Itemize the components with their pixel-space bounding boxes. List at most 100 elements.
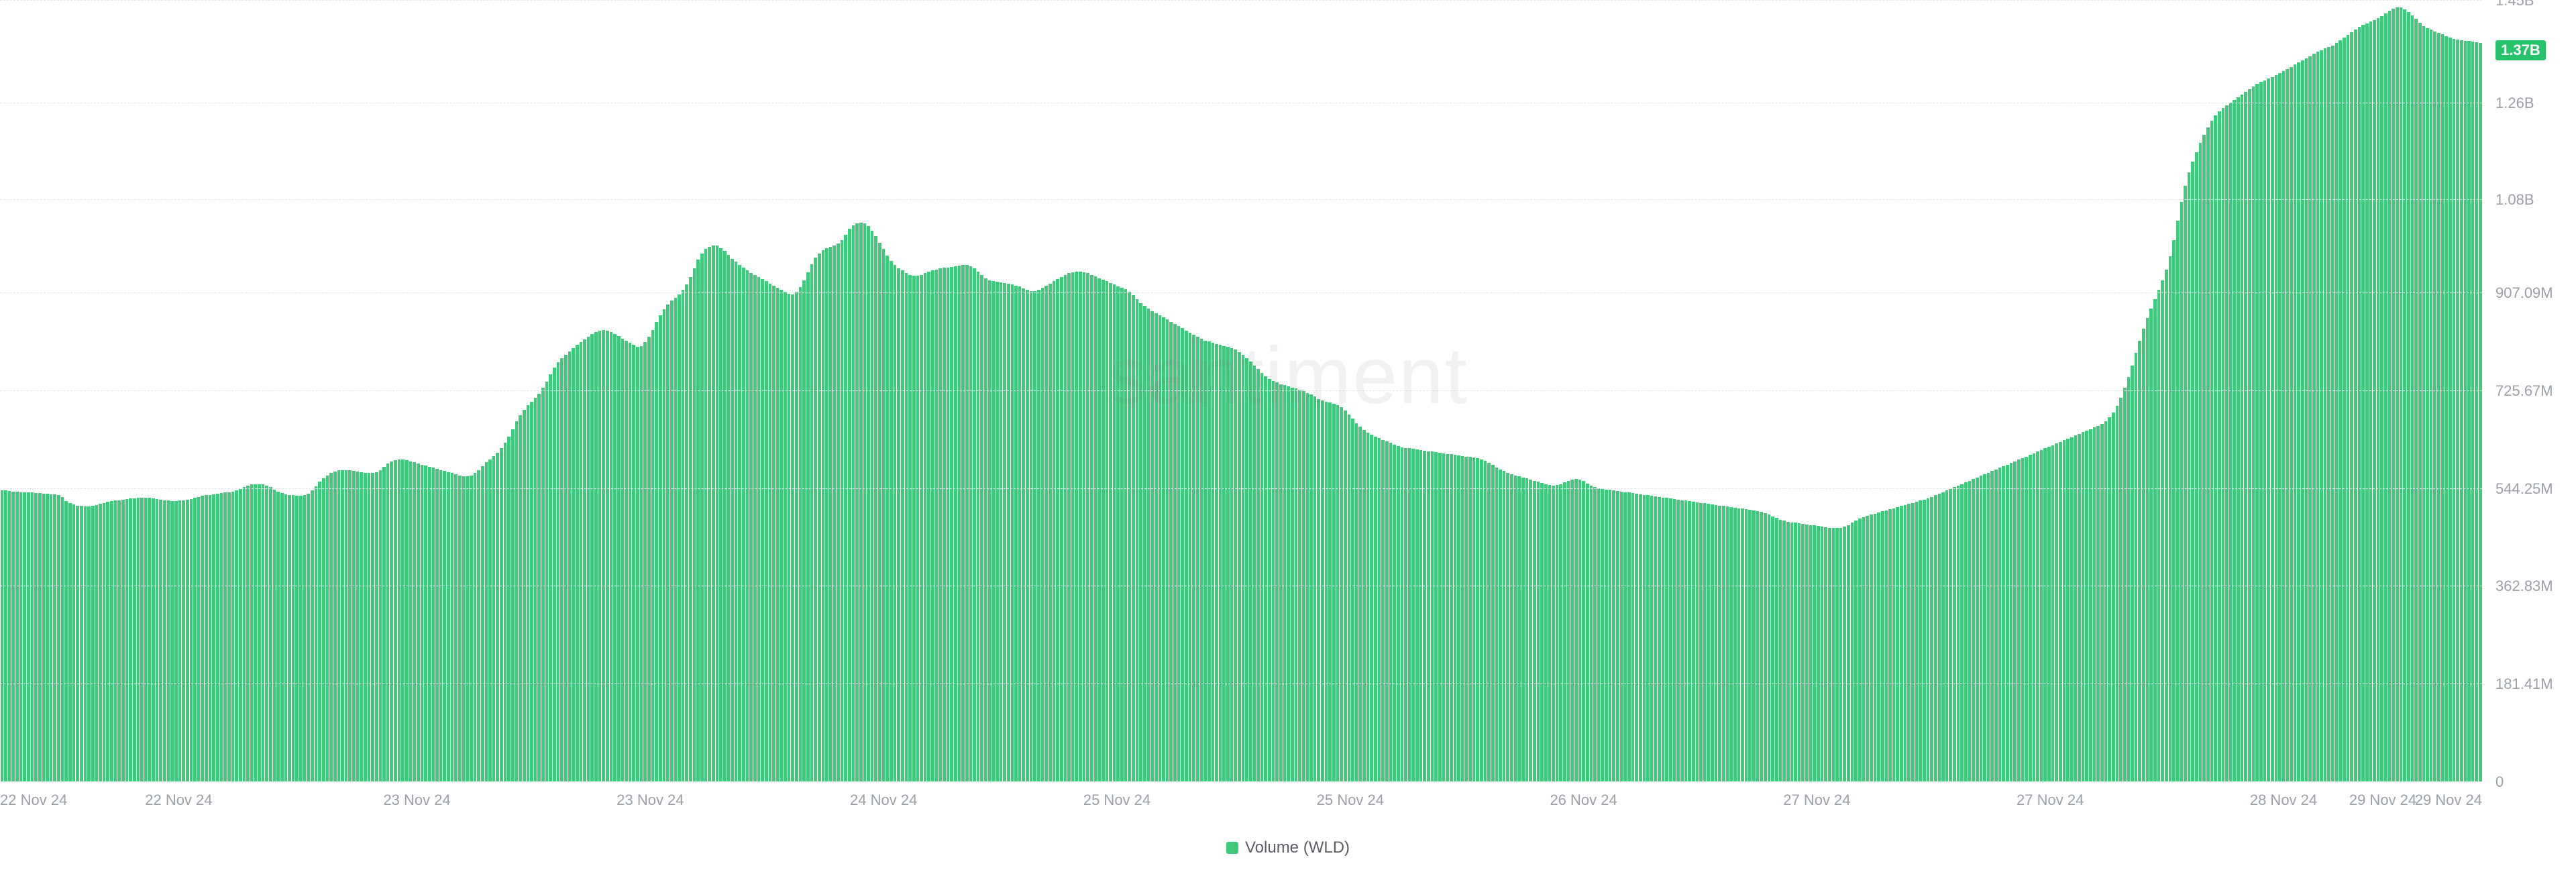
- bar: [2373, 20, 2376, 781]
- bar: [2430, 30, 2433, 781]
- bar: [106, 502, 109, 781]
- bar: [814, 258, 817, 781]
- bar: [511, 429, 515, 781]
- bar: [2093, 427, 2096, 781]
- bar: [2184, 186, 2187, 781]
- bar: [1340, 407, 1343, 781]
- bar: [1313, 396, 1317, 781]
- bar: [1434, 452, 1438, 781]
- bar: [1521, 478, 1525, 781]
- bar: [53, 494, 56, 781]
- x-tick-label: 28 Nov 24: [2250, 792, 2317, 809]
- bar: [1998, 468, 2002, 781]
- bar: [1597, 488, 1601, 781]
- bar: [871, 231, 874, 781]
- bar: [1431, 451, 1434, 781]
- bar: [2286, 69, 2289, 781]
- bar: [969, 266, 973, 781]
- bar: [2471, 42, 2475, 781]
- bar: [541, 388, 545, 781]
- bar: [2033, 453, 2036, 781]
- bar: [1132, 295, 1135, 781]
- bar: [1219, 345, 1222, 781]
- bar: [1707, 504, 1710, 781]
- bar: [1097, 278, 1101, 781]
- bar: [708, 247, 711, 781]
- bar: [1941, 492, 1945, 781]
- bar: [746, 270, 749, 781]
- bar: [1018, 286, 1022, 781]
- bar: [1272, 381, 1275, 781]
- y-tick-label: 725.67M: [2496, 382, 2553, 400]
- bar: [829, 247, 833, 781]
- bar: [1525, 478, 1529, 781]
- bar: [398, 459, 401, 781]
- bar: [2043, 448, 2047, 781]
- bar: [947, 268, 950, 781]
- bar: [784, 292, 787, 781]
- bar: [1177, 326, 1181, 781]
- bar: [2104, 421, 2108, 782]
- bar: [2414, 19, 2418, 781]
- bar: [133, 498, 136, 781]
- plot-area: [0, 0, 2482, 781]
- bar: [2078, 434, 2081, 781]
- bar: [1147, 309, 1150, 781]
- bar: [2456, 40, 2459, 781]
- bar: [295, 496, 299, 781]
- bar: [1503, 471, 1506, 781]
- bar: [1676, 500, 1680, 781]
- y-tick-label: 362.83M: [2496, 578, 2553, 595]
- bar: [659, 315, 662, 781]
- bar: [190, 499, 193, 781]
- bar: [935, 270, 938, 781]
- bar: [2006, 465, 2009, 781]
- bar: [527, 405, 530, 781]
- bar: [1930, 497, 1933, 781]
- bar: [523, 410, 526, 781]
- bar: [1794, 523, 1797, 781]
- bar: [1495, 468, 1499, 781]
- bar: [841, 240, 844, 781]
- bar: [1306, 393, 1309, 781]
- bar: [1499, 470, 1502, 781]
- bar: [1185, 331, 1188, 781]
- bar: [1242, 355, 1245, 781]
- bar: [2418, 23, 2422, 781]
- bar: [1291, 388, 1294, 781]
- bar: [462, 476, 466, 781]
- bar: [1279, 384, 1283, 781]
- bar: [246, 486, 250, 781]
- bar: [2275, 75, 2278, 781]
- legend-swatch: [1226, 842, 1238, 854]
- gridline-h: [0, 199, 2482, 200]
- bar: [1559, 484, 1562, 782]
- bar: [2218, 111, 2221, 781]
- bar: [1593, 487, 1597, 781]
- bar: [625, 341, 628, 781]
- bar: [602, 330, 605, 781]
- bar: [950, 267, 953, 781]
- bar: [2244, 92, 2247, 781]
- bar: [284, 494, 288, 781]
- bar: [572, 348, 575, 781]
- bar: [1351, 419, 1354, 781]
- bar: [1139, 303, 1142, 781]
- bar: [1665, 498, 1668, 781]
- bar: [1805, 525, 1809, 781]
- bar: [678, 294, 681, 781]
- bar: [965, 265, 969, 781]
- bar: [1574, 479, 1578, 781]
- bar: [848, 229, 851, 781]
- bar: [606, 331, 609, 781]
- bar: [223, 492, 227, 781]
- bar: [2380, 16, 2383, 781]
- bar: [205, 495, 208, 781]
- bar: [2233, 100, 2236, 781]
- bar: [201, 496, 204, 781]
- bar: [1601, 489, 1604, 781]
- bar: [1472, 457, 1476, 781]
- bar: [2271, 77, 2274, 781]
- bar: [2453, 39, 2456, 781]
- bar: [2149, 309, 2153, 781]
